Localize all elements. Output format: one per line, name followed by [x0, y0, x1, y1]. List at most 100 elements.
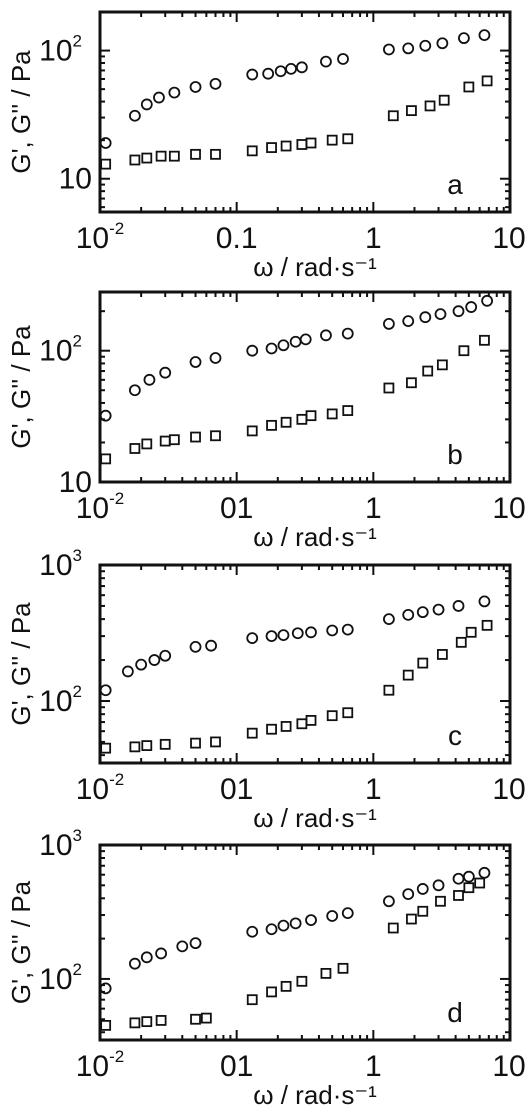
y-tick-label: 103 [39, 826, 82, 862]
data-point-circle [320, 329, 332, 342]
data-point-circle [458, 32, 470, 45]
data-point-circle [295, 61, 308, 74]
data-point-square [155, 1015, 167, 1026]
data-point-circle [148, 654, 161, 666]
data-point-square [141, 438, 153, 450]
data-point-circle [432, 603, 445, 616]
data-point-circle [99, 137, 112, 149]
series-circle [99, 866, 491, 995]
data-point-square [100, 742, 112, 754]
data-point-square [266, 986, 277, 998]
y-axis-ticks [100, 570, 510, 757]
data-point-square [463, 882, 475, 894]
data-point-circle [277, 629, 290, 642]
plot-frame [98, 563, 512, 765]
data-point-square [305, 714, 317, 726]
data-point-square [455, 636, 467, 648]
data-point-circle [432, 879, 445, 892]
data-point-square [100, 158, 112, 170]
data-point-square [383, 382, 395, 394]
x-tick-label: 01 [220, 773, 253, 806]
series-circle [99, 294, 494, 422]
data-point-circle [341, 623, 354, 636]
data-point-square [280, 140, 292, 152]
y-axis-label: G', G'' / Pa [6, 50, 36, 174]
data-point-square [210, 148, 221, 160]
data-point-circle [140, 98, 153, 111]
x-axis-ticks [99, 565, 505, 763]
data-point-square [210, 736, 221, 748]
data-point-square [479, 334, 490, 346]
data-point-square [155, 150, 167, 162]
data-point-circle [265, 630, 278, 643]
data-point-circle [419, 311, 432, 324]
data-point-circle [285, 62, 297, 75]
panel-d: 10-2 01 1 10 102 103 ω / rad·s⁻¹ G', G'' / Pa d [6, 826, 526, 1110]
data-point-square [453, 890, 464, 901]
data-point-circle [155, 947, 168, 960]
data-point-circle [209, 352, 222, 364]
data-point-circle [452, 872, 465, 885]
data-point-square [436, 359, 448, 371]
data-point-circle [189, 937, 202, 950]
data-point-square [246, 425, 258, 437]
x-axis-label: ω / rad·s⁻¹ [253, 252, 377, 282]
panel-c: 10-2 01 1 10 102 103 ω / rad·s⁻¹ G', G'' / Pa c [6, 546, 526, 833]
data-point-square [417, 657, 429, 669]
data-point-square [326, 710, 338, 722]
data-point-circle [159, 649, 172, 662]
data-point-square [481, 75, 493, 87]
data-point-circle [265, 923, 278, 936]
data-point-circle [153, 91, 165, 104]
data-point-square [129, 741, 141, 753]
data-point-circle [478, 866, 491, 879]
data-point-square [406, 105, 417, 117]
data-point-circle [128, 957, 141, 970]
panel-label: b [447, 439, 463, 470]
data-point-square [422, 365, 434, 377]
y-tick-label: 10 [59, 466, 92, 499]
data-point-circle [189, 640, 202, 653]
y-tick-label: 103 [39, 546, 82, 582]
y-tick-label: 102 [39, 682, 82, 718]
data-point-square [246, 727, 258, 739]
x-axis-ticks [99, 845, 505, 1040]
data-point-square [141, 152, 153, 164]
x-tick-label: 10 [492, 1050, 525, 1083]
data-point-circle [140, 951, 153, 964]
y-tick-label: 102 [39, 32, 82, 68]
data-point-circle [383, 613, 395, 626]
data-point-circle [277, 919, 290, 932]
y-tick-label: 10 [59, 163, 92, 196]
data-point-square [296, 975, 308, 987]
panel-a: 10-2 0.1 1 10 10 102 ω / rad·s⁻¹ G', G'' / Pa a [6, 10, 526, 282]
data-point-square [458, 345, 470, 357]
data-point-square [159, 738, 171, 750]
x-tick-label: 10 [492, 222, 525, 255]
data-point-square [100, 1019, 112, 1031]
data-point-square [387, 922, 399, 934]
data-point-square [296, 139, 308, 150]
data-point-circle [99, 684, 112, 697]
data-point-square [320, 967, 332, 979]
y-tick-label: 102 [39, 332, 82, 368]
data-point-square [424, 100, 436, 112]
data-point-square [342, 405, 354, 416]
y-axis-ticks [100, 11, 510, 209]
data-point-square [280, 980, 292, 992]
data-point-square [296, 413, 308, 425]
data-point-circle [326, 910, 339, 922]
data-point-circle [209, 77, 222, 90]
data-point-circle [383, 318, 395, 330]
plot-frame [98, 10, 512, 214]
data-point-circle [383, 43, 395, 56]
data-point-circle [176, 940, 189, 953]
y-tick-label: 102 [39, 960, 82, 996]
x-tick-label: 10-2 [76, 1047, 125, 1083]
data-point-circle [262, 67, 275, 80]
data-point-circle [337, 53, 349, 65]
data-point-square [100, 453, 112, 465]
plot-frame [98, 290, 512, 484]
data-point-circle [452, 305, 465, 318]
data-point-circle [289, 335, 302, 348]
